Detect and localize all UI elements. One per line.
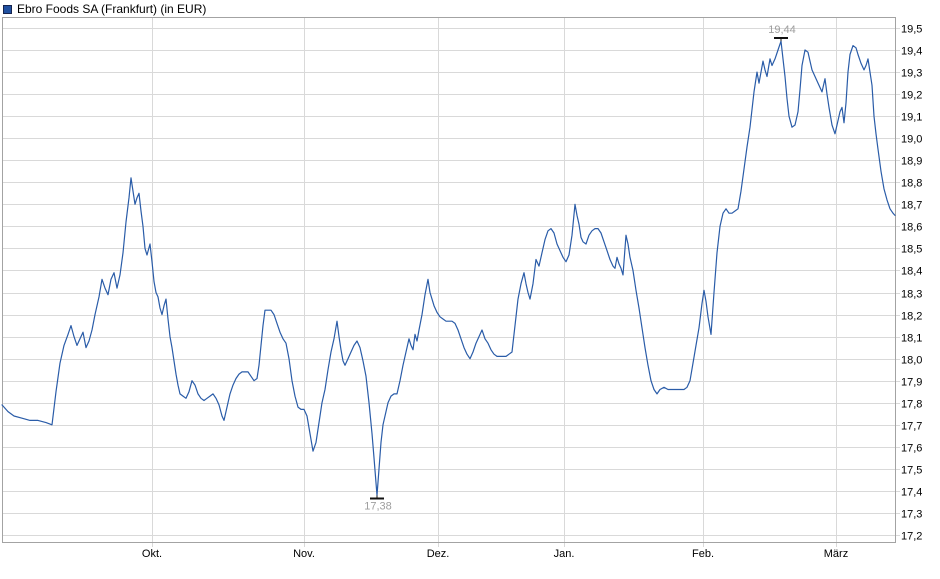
y-axis-label: 18,9 (901, 156, 922, 168)
y-axis-label: 18,6 (901, 222, 922, 234)
x-axis-label: Dez. (427, 548, 450, 560)
y-axis-label: 18,0 (901, 355, 922, 367)
plot-border (2, 17, 896, 543)
y-axis-label: 17,4 (901, 487, 922, 499)
y-axis-label: 19,0 (901, 134, 922, 146)
y-axis-label: 19,2 (901, 90, 922, 102)
low-annotation-label: 17,38 (364, 500, 392, 512)
y-axis-label: 18,5 (901, 244, 922, 256)
y-axis-label: 18,1 (901, 333, 922, 345)
y-axis-label: 19,4 (901, 46, 922, 58)
chart-title: Ebro Foods SA (Frankfurt) (in EUR) (17, 2, 207, 16)
y-axis-label: 19,5 (901, 24, 922, 36)
y-axis-label: 17,7 (901, 421, 922, 433)
legend-square-icon (3, 4, 12, 14)
y-axis-label: 18,4 (901, 266, 922, 278)
y-axis-label: 17,6 (901, 443, 922, 455)
y-axis-label: 18,3 (901, 289, 922, 301)
y-axis-label: 19,1 (901, 112, 922, 124)
high-annotation-label: 19,44 (768, 24, 796, 36)
y-axis-label: 17,5 (901, 465, 922, 477)
x-axis-label: Nov. (293, 548, 315, 560)
x-axis-label: Okt. (142, 548, 162, 560)
y-axis-label: 17,9 (901, 377, 922, 389)
y-axis-label: 19,3 (901, 68, 922, 80)
x-axis-label: Feb. (692, 548, 714, 560)
y-axis-label: 18,7 (901, 200, 922, 212)
x-axis-label: Jan. (554, 548, 575, 560)
y-axis-label: 17,3 (901, 509, 922, 521)
price-line (1, 40, 896, 496)
y-axis-label: 18,2 (901, 311, 922, 323)
chart-header: Ebro Foods SA (Frankfurt) (in EUR) (3, 2, 206, 16)
y-axis-label: 18,8 (901, 178, 922, 190)
y-axis-label: 17,8 (901, 399, 922, 411)
x-axis-label: März (824, 548, 848, 560)
y-axis-label: 17,2 (901, 531, 922, 543)
